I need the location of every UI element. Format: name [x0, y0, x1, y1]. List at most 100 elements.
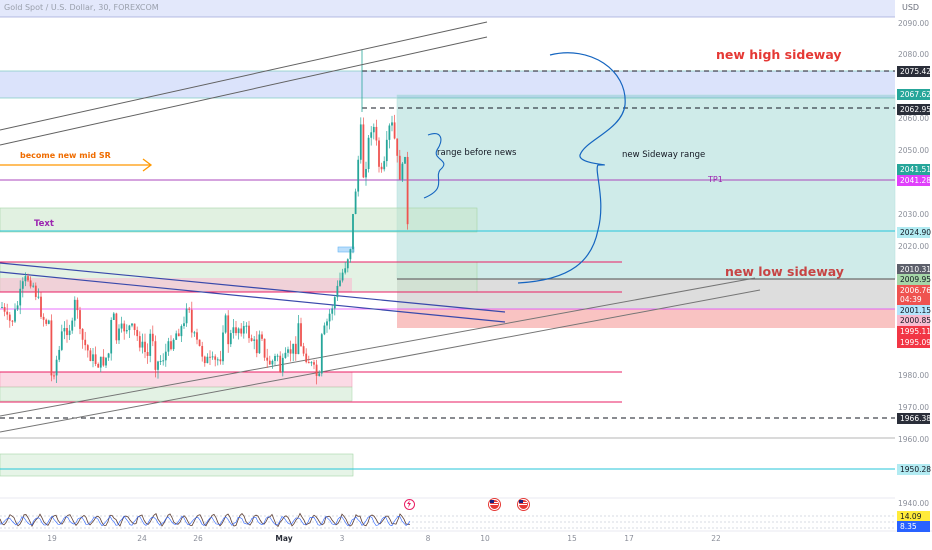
candle-body — [201, 345, 204, 357]
time-tick: 17 — [624, 534, 634, 543]
candle-body — [281, 357, 284, 373]
candle-body — [105, 357, 107, 366]
long-position-target-zone[interactable] — [397, 95, 895, 279]
stop-loss-zone[interactable] — [397, 309, 895, 328]
candle-body — [354, 191, 357, 214]
candle-body — [123, 323, 126, 332]
candle-body — [320, 334, 323, 374]
candle-body — [175, 333, 178, 340]
top-zone — [0, 0, 895, 17]
price-tag: 2000.85 — [897, 315, 931, 326]
new-low-sideway-label[interactable]: new low sideway — [725, 264, 844, 279]
price-tag: 2009.95 — [897, 274, 931, 285]
green-zone-bottom — [0, 453, 354, 477]
candle-body — [396, 138, 399, 156]
new-sideway-range-label[interactable]: new Sideway range — [622, 150, 706, 160]
price-tag: 1950.28 — [897, 464, 931, 475]
candle-body — [305, 353, 308, 363]
price-tick: 1970.00 — [898, 403, 930, 412]
channel-line-upper-b[interactable] — [0, 36, 488, 146]
candle-body — [110, 319, 113, 354]
new-high-sideway-label[interactable]: new high sideway — [716, 47, 842, 62]
candle-body — [216, 359, 219, 361]
candle-body — [297, 323, 300, 355]
channel-line-upper-a[interactable] — [0, 21, 488, 131]
candle-body — [14, 309, 16, 322]
mid-sr-label[interactable]: become new mid SR — [20, 151, 111, 160]
candle-body — [253, 339, 256, 341]
time-tick: 19 — [47, 534, 57, 543]
candle-body — [367, 137, 370, 169]
candle-body — [159, 360, 162, 362]
price-tag: 2024.90 — [897, 227, 931, 238]
candle-body — [380, 166, 383, 170]
us-flag-event-icon[interactable] — [518, 499, 529, 510]
candle-body — [63, 327, 66, 332]
candle-body — [40, 296, 42, 317]
candle-body — [323, 325, 326, 335]
candle-body — [149, 333, 152, 356]
text-label[interactable]: Text — [34, 219, 54, 229]
candle-body — [102, 356, 105, 366]
candle-body — [193, 332, 196, 334]
candle-body — [107, 353, 110, 358]
candle-body — [307, 362, 310, 364]
channel-line-lower-a[interactable] — [0, 277, 756, 417]
candle-body — [406, 156, 409, 225]
green-zone-text — [0, 207, 478, 233]
candle-body — [357, 159, 360, 192]
time-tick: May — [275, 534, 293, 543]
candle-body — [391, 122, 393, 126]
time-tick: 26 — [193, 534, 203, 543]
channel-line-lower-b[interactable] — [0, 289, 761, 433]
candle-body — [266, 357, 269, 361]
candle-body — [289, 349, 292, 354]
candle-body — [146, 352, 149, 356]
candle-body — [219, 359, 222, 362]
candle-body — [136, 329, 139, 337]
candle-body — [372, 126, 375, 133]
range-before-news-label[interactable]: range before news — [437, 148, 517, 158]
candle-body — [214, 356, 217, 360]
orange-arrow-icon — [0, 158, 153, 172]
candle-body — [157, 361, 159, 370]
candle-body — [21, 281, 24, 289]
lightning-event-icon[interactable] — [404, 499, 415, 510]
candle-body — [248, 325, 250, 339]
candle-body — [287, 349, 289, 353]
candle-body — [242, 326, 245, 334]
candle-body — [183, 323, 185, 327]
candle-body — [180, 326, 183, 337]
candle-body — [34, 285, 37, 297]
candle-body — [185, 308, 188, 324]
candle-body — [151, 333, 154, 342]
candle-body — [385, 139, 388, 162]
tp1-label[interactable]: TP1 — [708, 175, 723, 184]
candle-body — [128, 325, 131, 331]
candle-body — [375, 126, 378, 141]
blue-trendline-a[interactable] — [0, 262, 506, 313]
candle-body — [79, 310, 81, 329]
candle-body — [37, 296, 40, 298]
time-tick: 8 — [425, 534, 431, 543]
blue-trendline-b[interactable] — [0, 271, 506, 323]
candle-body — [53, 375, 55, 377]
candle-body — [16, 305, 19, 310]
us-flag-event-icon[interactable] — [489, 499, 500, 510]
price-tag: 1966.38 — [897, 413, 931, 424]
candle-body — [268, 360, 271, 365]
price-tick: 1980.00 — [898, 371, 930, 380]
price-tag: 1995.09 — [897, 337, 931, 348]
candle-body — [50, 320, 53, 376]
oscillator-tag: 14.09 — [897, 511, 930, 522]
price-tag: 2041.51 — [897, 164, 931, 175]
candle-body — [404, 156, 406, 164]
candle-body — [240, 328, 243, 334]
price-tick: 2030.00 — [898, 210, 930, 219]
candle-body — [344, 268, 347, 273]
candle-body — [336, 285, 339, 298]
candle-body — [68, 330, 71, 336]
price-tick: 2050.00 — [898, 146, 930, 155]
candle-body — [99, 356, 102, 368]
